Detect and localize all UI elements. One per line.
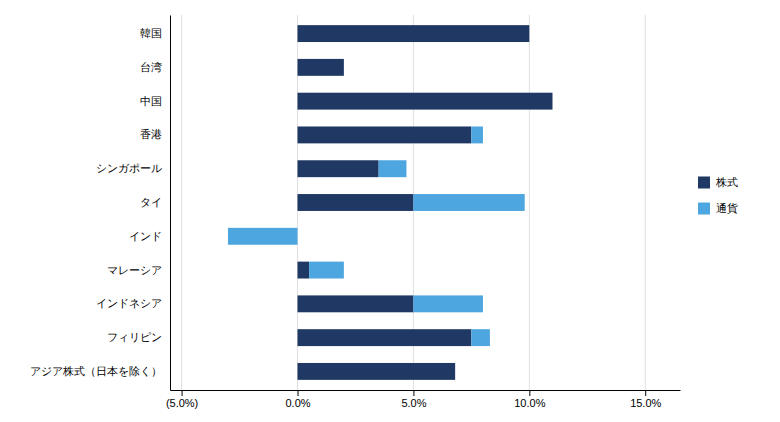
x-tick: (5.0%) [166, 390, 198, 409]
bar [298, 329, 472, 346]
legend-label: 株式 [715, 176, 738, 189]
x-tick: 5.0% [401, 390, 426, 409]
chart-container: (5.0%) 0.0% 5.0% 10.0% 15.0% 韓国台湾中国香港シンガポールタイ… [0, 0, 780, 422]
bar [455, 363, 456, 380]
bar [471, 126, 483, 143]
bar [379, 160, 407, 177]
y-tick: 韓国 [140, 27, 170, 39]
bar [529, 25, 530, 42]
bar [413, 194, 524, 211]
y-tick-label: タイ [140, 196, 162, 208]
bar [298, 59, 344, 76]
bar [298, 160, 379, 177]
bar [298, 295, 414, 312]
x-tick-mark [529, 390, 530, 396]
x-tick-label: 5.0% [401, 397, 426, 409]
grid-line [181, 15, 182, 390]
grid-line [645, 15, 646, 390]
bar [298, 126, 472, 143]
y-tick-label: インドネシア [96, 297, 162, 309]
x-tick: 0.0% [285, 390, 310, 409]
bars [228, 25, 553, 380]
y-tick: シンガポール [96, 162, 170, 174]
grid-line [529, 15, 530, 390]
y-tick-label: 香港 [140, 128, 162, 140]
x-tick-label: 15.0% [630, 397, 661, 409]
bar [552, 93, 553, 110]
bar [298, 93, 553, 110]
bar [309, 262, 344, 279]
y-tick: 香港 [140, 128, 170, 140]
grid [182, 15, 646, 390]
x-tick: 10.0% [514, 390, 545, 409]
legend-item: 株式 [698, 176, 738, 189]
x-tick-mark [645, 390, 646, 396]
y-tick-label: アジア株式（日本を除く） [30, 365, 162, 377]
y-tick: フィリピン [107, 331, 170, 343]
y-tick-label: マレーシア [107, 264, 162, 276]
x-tick: 15.0% [630, 390, 661, 409]
y-tick-label: 台湾 [140, 61, 162, 73]
x-tick-mark [182, 390, 183, 396]
y-axis: 韓国台湾中国香港シンガポールタイインドマレーシアインドネシアフィリピンアジア株式… [30, 16, 171, 391]
y-tick: 中国 [140, 95, 170, 107]
y-tick-label: 中国 [140, 95, 162, 107]
legend-label: 通貨 [716, 202, 738, 215]
y-tick-label: インド [129, 230, 162, 242]
bar [228, 228, 298, 245]
x-tick-mark [298, 390, 299, 396]
legend: 株式通貨 [698, 176, 738, 215]
x-tick-label: 0.0% [285, 397, 310, 409]
bar [298, 363, 456, 380]
y-tick-label: シンガポール [96, 162, 162, 174]
y-tick: インド [129, 230, 170, 242]
plot: (5.0%) 0.0% 5.0% 10.0% 15.0% 韓国台湾中国香港シンガポールタイ… [30, 15, 681, 409]
y-axis-line [170, 16, 171, 391]
x-axis: (5.0%) 0.0% 5.0% 10.0% 15.0% [166, 390, 681, 409]
y-tick-label: フィリピン [107, 331, 162, 343]
legend-swatch [698, 177, 710, 189]
y-tick-label: 韓国 [140, 27, 162, 39]
bar [298, 25, 530, 42]
x-tick-label: (5.0%) [166, 397, 198, 409]
bar [343, 59, 344, 76]
bar [298, 194, 414, 211]
bar [298, 262, 310, 279]
bar [413, 295, 483, 312]
bar [471, 329, 490, 346]
y-tick: マレーシア [107, 264, 170, 276]
legend-item: 通貨 [698, 202, 738, 215]
legend-swatch [698, 203, 710, 215]
chart-svg: (5.0%) 0.0% 5.0% 10.0% 15.0% 韓国台湾中国香港シンガポールタイ… [0, 0, 780, 422]
x-axis-line [171, 390, 681, 391]
x-tick-mark [413, 390, 414, 396]
y-tick: アジア株式（日本を除く） [30, 365, 170, 377]
y-tick: 台湾 [140, 61, 170, 73]
y-tick: タイ [140, 196, 170, 208]
x-tick-label: 10.0% [514, 397, 545, 409]
y-tick: インドネシア [96, 297, 170, 309]
